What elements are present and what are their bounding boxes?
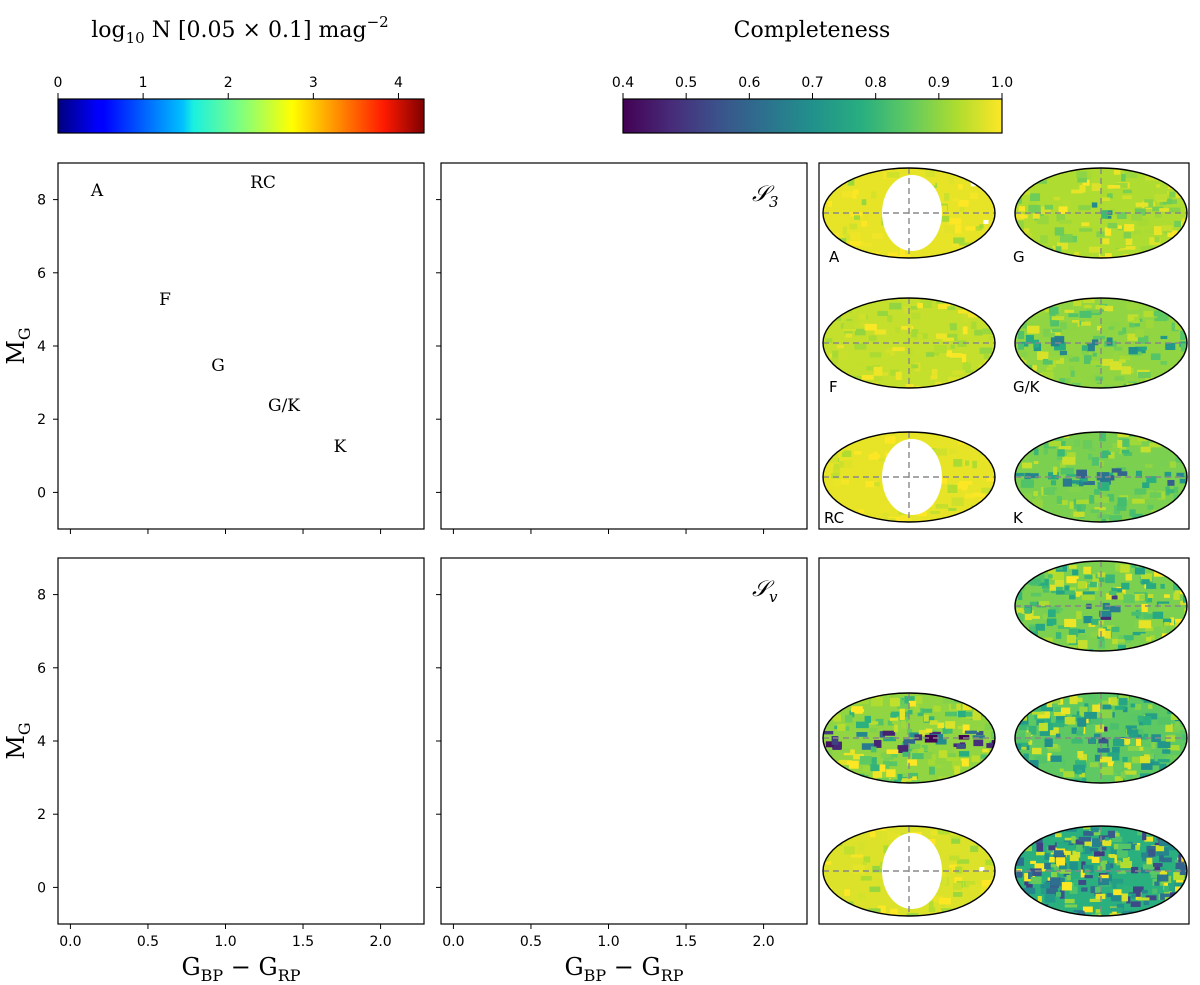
axis-ticks: 0 2 4 6 8 0 2 4 6 8 0.0 0.5 1.0 1.5 2.0 0.0 0.5 1.0 1.5 2.0 bbox=[37, 193, 775, 950]
x-tick-label: 0.0 bbox=[442, 934, 464, 950]
sky-map-s3-F bbox=[822, 297, 996, 389]
sky-map-sv-GK bbox=[822, 825, 996, 917]
x-tick-label: 1.0 bbox=[214, 934, 236, 950]
sky-map-sv-K bbox=[1014, 825, 1188, 917]
y-tick-label: 0 bbox=[37, 880, 46, 896]
completeness-tick-label: 0.9 bbox=[928, 75, 950, 91]
completeness-tick-label: 0.4 bbox=[612, 75, 634, 91]
x-tick-label: 1.5 bbox=[292, 934, 314, 950]
sky-map-s3-GK bbox=[1014, 297, 1188, 389]
density-panel-s3 bbox=[57, 162, 425, 530]
sample-label-F: F bbox=[159, 290, 171, 310]
density-colorbar-ticks: 0 1 2 3 4 bbox=[54, 75, 403, 99]
panel-tag-s3: 𝒮3 bbox=[752, 182, 779, 211]
sky-map-label: RC bbox=[824, 509, 844, 527]
density-tick-label: 1 bbox=[139, 75, 148, 91]
completeness-colorbar bbox=[622, 98, 1003, 134]
y-tick-label: 4 bbox=[37, 734, 46, 750]
sample-label-GK: G/K bbox=[268, 396, 300, 416]
sky-map-label: A bbox=[829, 248, 840, 266]
x-tick-label: 0.0 bbox=[59, 934, 81, 950]
completeness-tick-label: 0.7 bbox=[801, 75, 823, 91]
sky-map-sv-G bbox=[1014, 692, 1188, 784]
sky-map-sv-RC bbox=[1014, 560, 1188, 652]
density-panel-sv bbox=[57, 557, 425, 925]
sky-map-label: F bbox=[829, 378, 838, 396]
completeness-panel-s3 bbox=[440, 162, 808, 530]
density-colorbar-title: log10 N [0.05 × 0.1] mag−2 bbox=[91, 13, 388, 47]
sky-maps: A G F G/K RC K bbox=[822, 167, 1188, 917]
sky-map-s3-A bbox=[822, 167, 996, 259]
y-tick-label: 4 bbox=[37, 339, 46, 355]
sky-map-sv-F bbox=[822, 692, 996, 784]
y-tick-label: 2 bbox=[37, 412, 46, 428]
completeness-colorbar-ticks: 0.4 0.5 0.6 0.7 0.8 0.9 1.0 bbox=[612, 75, 1013, 99]
ylabel-bottom: MG bbox=[2, 722, 34, 759]
x-tick-label: 2.0 bbox=[369, 934, 391, 950]
xlabel-left: GBP − GRP bbox=[181, 953, 300, 985]
sky-map-s3-RC bbox=[822, 431, 996, 523]
xlabel-middle: GBP − GRP bbox=[564, 953, 683, 985]
density-tick-label: 4 bbox=[394, 75, 403, 91]
sky-maps-panel-sv bbox=[818, 557, 1190, 925]
ylabel-top: MG bbox=[2, 327, 34, 364]
y-tick-label: 6 bbox=[37, 266, 46, 282]
y-tick-label: 0 bbox=[37, 485, 46, 501]
sky-map-s3-G bbox=[1014, 167, 1188, 259]
y-tick-label: 8 bbox=[37, 588, 46, 604]
x-tick-label: 2.0 bbox=[752, 934, 774, 950]
x-tick-label: 1.5 bbox=[675, 934, 697, 950]
sample-label-K: K bbox=[334, 437, 347, 457]
sample-label-G: G bbox=[211, 356, 225, 376]
density-colorbar bbox=[57, 98, 425, 134]
x-tick-label: 1.0 bbox=[597, 934, 619, 950]
density-tick-label: 3 bbox=[309, 75, 318, 91]
y-tick-label: 6 bbox=[37, 661, 46, 677]
panel-tag-sv: 𝒮v bbox=[752, 577, 778, 606]
density-tick-label: 2 bbox=[224, 75, 233, 91]
sky-map-label: G/K bbox=[1013, 378, 1041, 396]
sky-maps-panel-s3 bbox=[818, 162, 1190, 530]
completeness-tick-label: 1.0 bbox=[991, 75, 1013, 91]
sky-map-s3-K bbox=[1014, 431, 1188, 523]
completeness-colorbar-title: Completeness bbox=[734, 18, 891, 43]
completeness-panel-sv bbox=[440, 557, 808, 925]
y-tick-label: 2 bbox=[37, 807, 46, 823]
completeness-tick-label: 0.8 bbox=[865, 75, 887, 91]
density-tick-label: 0 bbox=[54, 75, 63, 91]
sky-map-label: G bbox=[1013, 248, 1025, 266]
completeness-tick-label: 0.5 bbox=[675, 75, 697, 91]
sample-label-RC: RC bbox=[250, 173, 276, 193]
x-tick-label: 0.5 bbox=[520, 934, 542, 950]
completeness-tick-label: 0.6 bbox=[738, 75, 760, 91]
sky-map-label: K bbox=[1013, 509, 1024, 527]
x-tick-label: 0.5 bbox=[137, 934, 159, 950]
sample-label-A: A bbox=[90, 181, 104, 201]
y-tick-label: 8 bbox=[37, 193, 46, 209]
